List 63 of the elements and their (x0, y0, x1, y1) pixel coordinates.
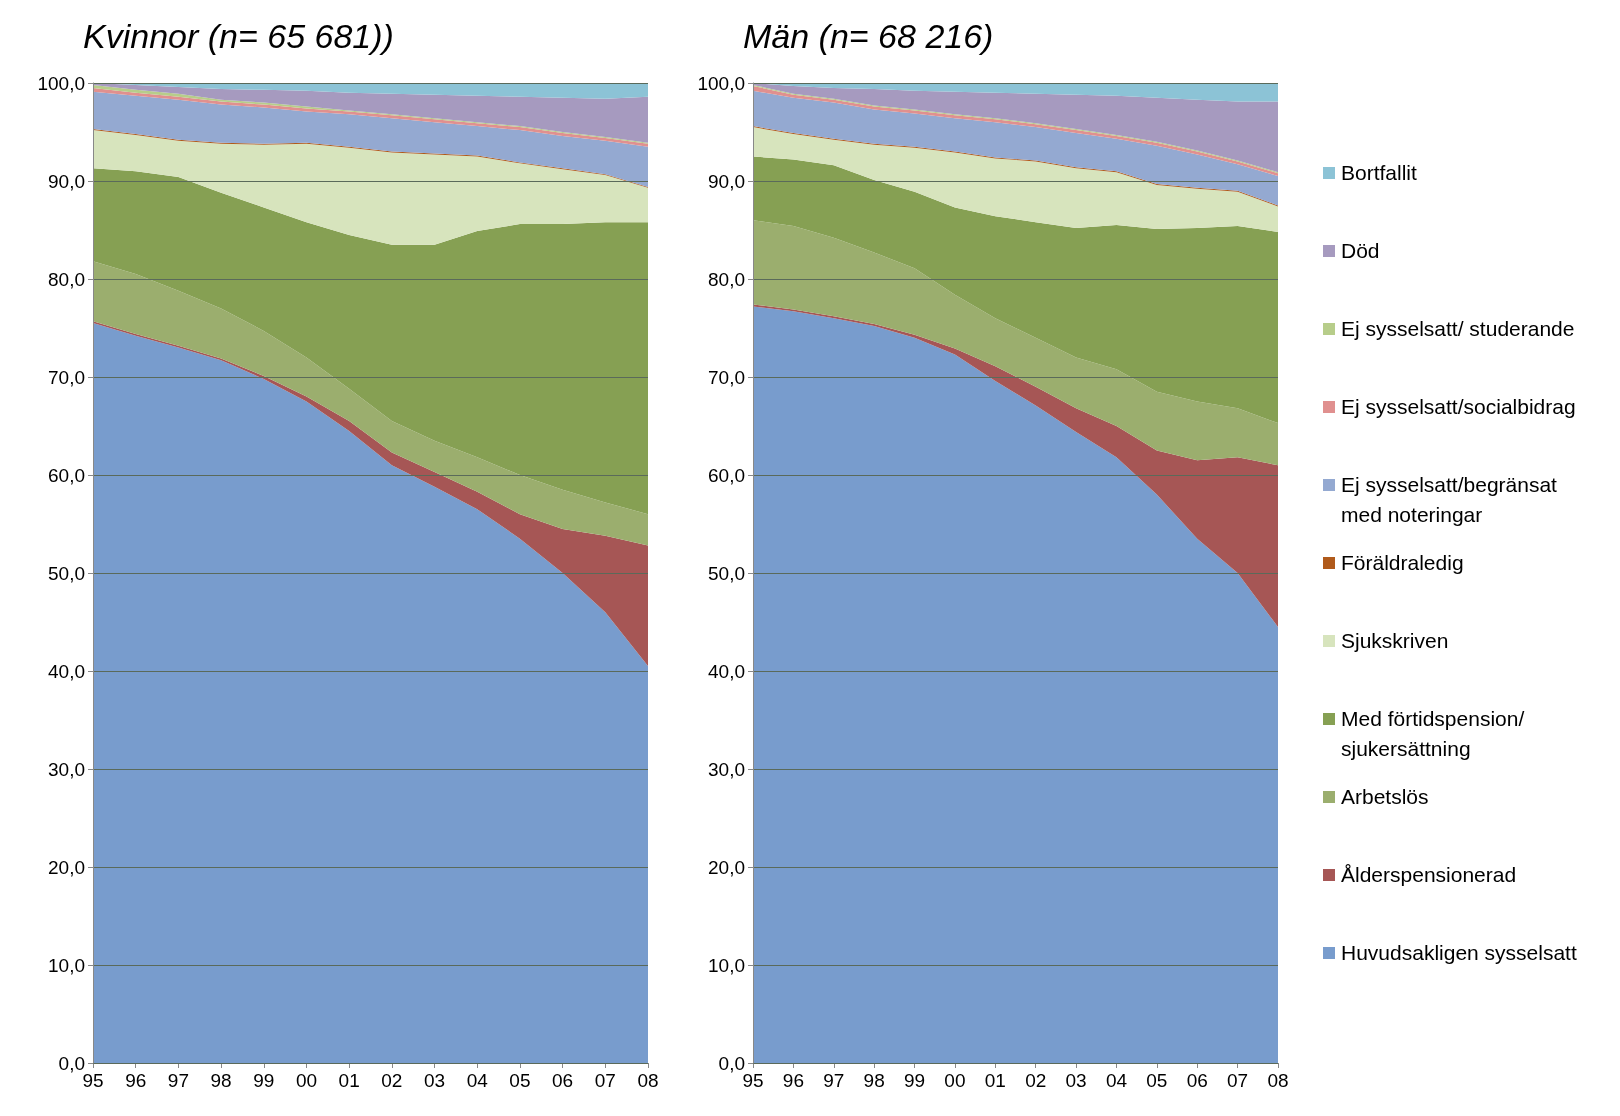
x-tick-label: 95 (82, 1070, 104, 1091)
legend-label: Sjukskriven (1341, 628, 1449, 654)
legend-label: Ålderspensionerad (1341, 862, 1517, 888)
x-tick-label: 99 (903, 1070, 926, 1091)
y-tick-label: 70,0 (708, 366, 745, 388)
x-tick-label: 06 (552, 1070, 574, 1091)
x-tick-label: 06 (1186, 1070, 1208, 1091)
x-tick-label: 08 (1267, 1070, 1289, 1091)
x-tick-label: 02 (1025, 1070, 1047, 1091)
y-tick-label: 0,0 (718, 1052, 745, 1074)
legend-label: Ej sysselsatt/ studerande (1341, 316, 1575, 342)
legend-label: Ej sysselsatt/socialbidrag (1341, 394, 1576, 420)
y-tick-label: 10,0 (48, 954, 85, 976)
x-tick-label: 01 (338, 1070, 360, 1091)
y-tick-label: 30,0 (48, 758, 85, 780)
x-tick-label: 95 (742, 1070, 764, 1091)
legend-label: Bortfallit (1341, 160, 1417, 186)
y-tick-label: 50,0 (48, 562, 85, 584)
x-tick-label: 07 (1227, 1070, 1249, 1091)
legend-label: Död (1341, 238, 1380, 264)
y-tick-label: 20,0 (48, 856, 85, 878)
y-tick-label: 10,0 (708, 954, 745, 976)
y-tick-label: 40,0 (708, 660, 745, 682)
y-tick-label: 100,0 (37, 72, 85, 94)
x-tick-label: 00 (944, 1070, 966, 1091)
x-tick-label: 00 (295, 1070, 318, 1091)
y-tick-label: 30,0 (708, 758, 745, 780)
x-tick-label: 04 (1105, 1070, 1128, 1091)
legend-label: Ej sysselsatt/begränsat med noteringar (1341, 472, 1558, 528)
x-tick-label: 04 (466, 1070, 489, 1091)
x-tick-label: 98 (863, 1070, 885, 1091)
x-tick-label: 03 (423, 1070, 446, 1091)
legend-label: Huvudsakligen sysselsatt (1341, 940, 1577, 966)
x-tick-label: 05 (509, 1070, 531, 1091)
y-tick-label: 70,0 (48, 366, 85, 388)
x-tick-label: 96 (125, 1070, 147, 1091)
x-tick-label: 08 (637, 1070, 659, 1091)
x-tick-label: 07 (594, 1070, 616, 1091)
x-tick-label: 99 (253, 1070, 275, 1091)
y-tick-label: 90,0 (708, 170, 745, 192)
x-tick-label: 05 (1146, 1070, 1168, 1091)
y-tick-label: 0,0 (58, 1052, 85, 1074)
y-tick-label: 100,0 (697, 72, 745, 94)
legend-label: Med förtidspension/ sjukersättning (1341, 706, 1526, 762)
legend-label: Arbetslös (1341, 784, 1429, 810)
y-tick-label: 20,0 (708, 856, 745, 878)
y-tick-label: 90,0 (48, 170, 85, 192)
legend-label: Föräldraledig (1341, 550, 1464, 576)
x-tick-label: 96 (782, 1070, 804, 1091)
x-tick-label: 02 (381, 1070, 403, 1091)
y-tick-label: 80,0 (708, 268, 745, 290)
chart-title: Män (n= 68 216) (743, 17, 994, 55)
x-tick-label: 03 (1065, 1070, 1087, 1091)
chart-title: Kvinnor (n= 65 681)) (83, 17, 394, 55)
x-tick-label: 98 (210, 1070, 232, 1091)
x-tick-label: 97 (167, 1070, 189, 1091)
x-tick-label: 01 (984, 1070, 1006, 1091)
y-tick-label: 80,0 (48, 268, 85, 290)
y-tick-label: 40,0 (48, 660, 85, 682)
y-tick-label: 60,0 (708, 464, 745, 486)
x-tick-label: 97 (823, 1070, 845, 1091)
y-tick-label: 60,0 (48, 464, 85, 486)
y-tick-label: 50,0 (708, 562, 745, 584)
